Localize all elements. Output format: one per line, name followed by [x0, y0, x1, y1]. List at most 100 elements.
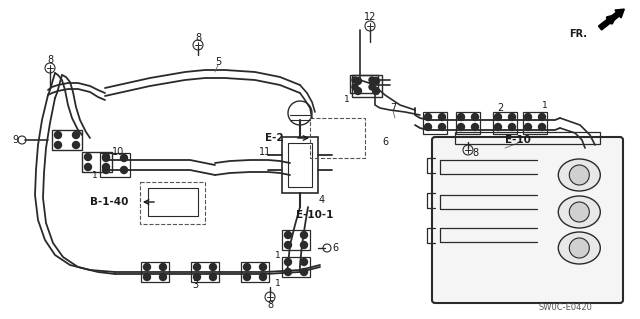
Bar: [141, 262, 169, 282]
Circle shape: [285, 258, 291, 265]
Circle shape: [355, 87, 362, 94]
Circle shape: [193, 273, 200, 280]
Text: 2: 2: [497, 103, 503, 113]
Circle shape: [54, 131, 61, 138]
Circle shape: [243, 263, 250, 271]
Text: 5: 5: [215, 57, 221, 67]
Bar: [241, 262, 269, 282]
Circle shape: [84, 153, 92, 160]
Circle shape: [438, 123, 445, 130]
Text: 9: 9: [12, 135, 18, 145]
Text: E-2: E-2: [266, 133, 284, 143]
Circle shape: [495, 114, 502, 121]
Bar: [523, 112, 547, 134]
Bar: [282, 137, 318, 193]
Bar: [52, 130, 82, 150]
Bar: [352, 75, 382, 97]
Text: 8: 8: [195, 33, 201, 43]
Circle shape: [193, 263, 200, 271]
Circle shape: [458, 114, 465, 121]
Bar: [100, 153, 130, 177]
Text: 1: 1: [275, 250, 281, 259]
Circle shape: [143, 273, 150, 280]
Bar: [191, 262, 219, 282]
FancyArrow shape: [598, 9, 624, 30]
Circle shape: [259, 273, 266, 280]
Text: SW0C-E0420: SW0C-E0420: [538, 303, 592, 313]
Circle shape: [285, 232, 291, 239]
Circle shape: [570, 238, 589, 258]
Circle shape: [372, 87, 380, 94]
Text: B-1-40: B-1-40: [90, 197, 128, 207]
Circle shape: [352, 77, 358, 83]
Circle shape: [301, 258, 307, 265]
Circle shape: [159, 273, 166, 280]
Circle shape: [301, 241, 307, 249]
Text: 1: 1: [344, 95, 350, 105]
Circle shape: [424, 114, 431, 121]
Text: 8: 8: [267, 300, 273, 310]
Text: 6: 6: [382, 137, 388, 147]
Circle shape: [301, 269, 307, 276]
Circle shape: [102, 167, 109, 174]
Circle shape: [472, 123, 479, 130]
Circle shape: [369, 77, 375, 83]
Text: 12: 12: [364, 12, 376, 22]
Text: 1: 1: [92, 170, 98, 180]
Circle shape: [424, 123, 431, 130]
Circle shape: [120, 154, 127, 161]
Bar: [350, 75, 378, 93]
Circle shape: [472, 114, 479, 121]
Circle shape: [209, 273, 216, 280]
Bar: [282, 257, 310, 277]
Text: 11: 11: [259, 147, 271, 157]
Circle shape: [355, 78, 362, 85]
Text: 10: 10: [112, 147, 124, 157]
Circle shape: [369, 84, 375, 90]
Bar: [140, 182, 205, 224]
Circle shape: [72, 131, 79, 138]
Text: E-10: E-10: [505, 135, 531, 145]
Circle shape: [458, 123, 465, 130]
Text: E-10-1: E-10-1: [296, 210, 333, 220]
Bar: [455, 132, 600, 144]
Text: 3: 3: [192, 280, 198, 290]
Circle shape: [538, 114, 545, 121]
Circle shape: [352, 84, 358, 90]
Circle shape: [525, 123, 531, 130]
Bar: [282, 230, 310, 250]
Text: 6: 6: [332, 243, 338, 253]
Text: 7: 7: [390, 103, 396, 113]
Text: 1: 1: [275, 278, 281, 287]
Circle shape: [84, 164, 92, 170]
Circle shape: [120, 167, 127, 174]
Ellipse shape: [558, 159, 600, 191]
Circle shape: [570, 165, 589, 185]
Bar: [82, 152, 112, 172]
Circle shape: [102, 154, 109, 161]
Circle shape: [301, 232, 307, 239]
Circle shape: [509, 123, 515, 130]
Text: 8: 8: [47, 55, 53, 65]
Circle shape: [538, 123, 545, 130]
Circle shape: [102, 164, 109, 170]
Ellipse shape: [558, 232, 600, 264]
Bar: [423, 112, 447, 134]
Circle shape: [372, 78, 380, 85]
Bar: [310, 118, 365, 158]
Circle shape: [570, 202, 589, 222]
Text: 4: 4: [319, 195, 325, 205]
Bar: [493, 112, 517, 134]
Circle shape: [495, 123, 502, 130]
Circle shape: [159, 263, 166, 271]
Circle shape: [259, 263, 266, 271]
Circle shape: [54, 142, 61, 149]
Circle shape: [209, 263, 216, 271]
Circle shape: [72, 142, 79, 149]
Bar: [288, 143, 312, 187]
Bar: [148, 188, 198, 216]
Circle shape: [285, 269, 291, 276]
Circle shape: [143, 263, 150, 271]
Circle shape: [509, 114, 515, 121]
Text: FR.: FR.: [569, 29, 587, 39]
